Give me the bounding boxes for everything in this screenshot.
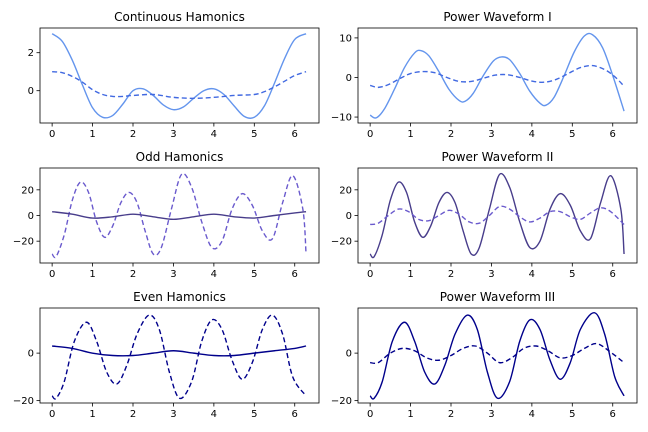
x-tick-label: 1	[89, 269, 95, 280]
chart-5-series-2-line	[52, 345, 307, 357]
x-tick-label: 4	[529, 129, 535, 140]
y-tick-label: 10	[339, 33, 352, 44]
x-tick-label: 2	[448, 409, 454, 420]
chart-panel-2: 0 1 2 3 4 5 6 −10 0 10 Power Waveform I	[331, 10, 638, 140]
chart-6-axes-frame	[357, 307, 638, 404]
x-tick-label: 4	[211, 129, 217, 140]
x-tick-label: 0	[367, 269, 373, 280]
chart-1-axes-frame	[39, 27, 320, 124]
chart-panel-5: 0 1 2 3 4 5 6 −20 0 Even Hamonics	[13, 290, 320, 420]
chart-4-series-1-line	[369, 172, 625, 259]
y-tick-label: 0	[346, 73, 352, 84]
chart-5-series-1-line	[51, 314, 307, 400]
y-tick-label: 0	[28, 86, 34, 97]
x-tick-label: 2	[130, 409, 136, 420]
y-tick-label: −20	[13, 237, 34, 248]
chart-5-axes-frame	[39, 307, 320, 404]
x-tick-label: 6	[610, 129, 616, 140]
x-tick-label: 5	[251, 269, 257, 280]
x-tick-label: 6	[292, 269, 298, 280]
chart-2-series-1-line	[369, 32, 625, 119]
chart-5-title: Even Hamonics	[133, 290, 226, 304]
y-tick-label: −20	[331, 237, 352, 248]
chart-6-title: Power Waveform III	[440, 290, 555, 304]
x-tick-label: 1	[89, 409, 95, 420]
x-tick-label: 1	[407, 129, 413, 140]
chart-2-axes-frame	[357, 27, 638, 124]
x-tick-label: 3	[170, 129, 176, 140]
x-tick-label: 5	[569, 269, 575, 280]
x-tick-label: 4	[529, 409, 535, 420]
y-tick-label: 2	[28, 48, 34, 59]
x-tick-label: 0	[367, 409, 373, 420]
x-tick-label: 3	[488, 269, 494, 280]
y-tick-label: 0	[28, 349, 34, 360]
x-tick-label: 2	[130, 129, 136, 140]
y-tick-label: −20	[331, 396, 352, 407]
chart-panel-4: 0 1 2 3 4 5 6 −20 0 20 Power Waveform II	[331, 150, 638, 280]
x-tick-label: 1	[407, 269, 413, 280]
x-tick-label: 4	[529, 269, 535, 280]
chart-panel-6: 0 1 2 3 4 5 6 −20 0 Power Waveform III	[331, 290, 638, 420]
x-tick-label: 3	[488, 129, 494, 140]
x-tick-label: 4	[211, 269, 217, 280]
x-tick-label: 2	[448, 269, 454, 280]
x-tick-label: 3	[170, 269, 176, 280]
x-tick-label: 0	[367, 129, 373, 140]
x-tick-label: 3	[488, 409, 494, 420]
chart-3-series-2-line	[52, 210, 307, 221]
chart-3-title: Odd Hamonics	[136, 150, 224, 164]
chart-6-series-2-line	[370, 342, 625, 365]
y-tick-label: 0	[346, 211, 352, 222]
x-tick-label: 5	[569, 129, 575, 140]
y-tick-label: −20	[13, 396, 34, 407]
x-tick-label: 4	[211, 409, 217, 420]
chart-4-series-2-line	[370, 205, 625, 226]
y-tick-label: 0	[28, 211, 34, 222]
x-tick-label: 0	[49, 409, 55, 420]
x-tick-label: 2	[448, 129, 454, 140]
y-tick-label: −10	[331, 113, 352, 124]
y-tick-label: 0	[346, 349, 352, 360]
x-tick-label: 6	[292, 409, 298, 420]
chart-2-series-2-line	[369, 64, 625, 89]
x-tick-label: 0	[49, 269, 55, 280]
x-tick-label: 6	[610, 409, 616, 420]
chart-1-title: Continuous Hamonics	[114, 10, 245, 24]
x-tick-label: 6	[292, 129, 298, 140]
y-tick-label: 20	[339, 185, 352, 196]
x-tick-label: 5	[569, 409, 575, 420]
x-tick-label: 1	[89, 129, 95, 140]
x-tick-label: 5	[251, 409, 257, 420]
chart-6-series-1-line	[369, 312, 625, 400]
chart-1-series-1-line	[51, 33, 307, 119]
chart-panel-3: 0 1 2 3 4 5 6 −20 0 20 Odd Hamonics	[13, 150, 320, 280]
x-tick-label: 2	[130, 269, 136, 280]
x-tick-label: 3	[170, 409, 176, 420]
chart-3-series-1-line	[51, 172, 307, 259]
chart-2-title: Power Waveform I	[443, 10, 551, 24]
x-tick-label: 5	[251, 129, 257, 140]
x-tick-label: 6	[610, 269, 616, 280]
y-tick-label: 20	[21, 185, 34, 196]
chart-1-series-2-line	[52, 71, 307, 100]
chart-4-title: Power Waveform II	[442, 150, 554, 164]
x-tick-label: 0	[49, 129, 55, 140]
chart-panel-1: 0 1 2 3 4 5 6 0 2 Continuous Hamonics	[28, 10, 320, 140]
x-tick-label: 1	[407, 409, 413, 420]
